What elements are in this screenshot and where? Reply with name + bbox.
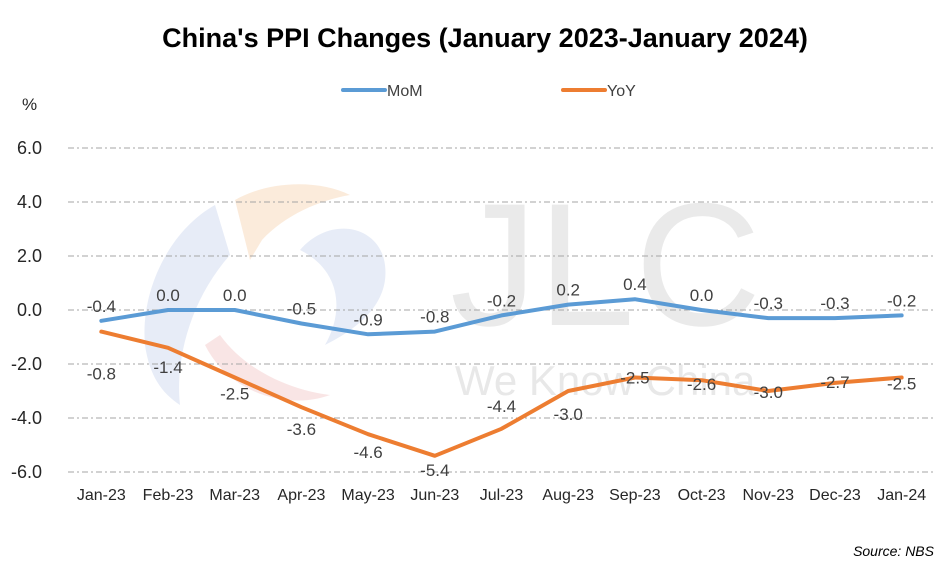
y-axis-unit: % [22, 95, 37, 114]
watermark-logo-blue2 [300, 228, 386, 345]
y-tick-label: 4.0 [17, 192, 42, 212]
watermark-logo-orange [235, 184, 350, 260]
source-note: Source: NBS [853, 543, 935, 559]
data-label-yoy: -2.5 [620, 369, 649, 388]
data-label-yoy: -2.5 [220, 385, 249, 404]
x-tick-label: Aug-23 [542, 487, 594, 504]
x-tick-label: Dec-23 [809, 487, 861, 504]
data-label-mom: -0.4 [87, 297, 116, 316]
legend-label-yoy: YoY [607, 83, 636, 100]
data-labels: -0.4 0.0 0.0 -0.5 -0.9 -0.8 -0.2 0.2 0.4 0.0 -0.3 -… [87, 275, 917, 480]
x-tick-label: Jan-23 [77, 487, 126, 504]
x-axis-ticks: Jan-23 Feb-23 Mar-23 Apr-23 May-23 Jun-23 Jul-… [77, 487, 926, 504]
data-label-yoy: -4.4 [487, 397, 516, 416]
x-tick-label: Oct-23 [678, 487, 726, 504]
data-label-mom: 0.4 [623, 275, 647, 294]
data-label-mom: -0.3 [754, 294, 783, 313]
data-label-mom: -0.2 [887, 291, 916, 310]
chart-title: China's PPI Changes (January 2023-Januar… [162, 23, 808, 53]
y-tick-label: 2.0 [17, 246, 42, 266]
data-label-mom: 0.0 [223, 286, 247, 305]
data-label-yoy: -3.0 [754, 383, 783, 402]
data-label-yoy: -2.6 [687, 375, 716, 394]
data-label-mom: -0.8 [420, 308, 449, 327]
data-label-mom: -0.9 [353, 310, 382, 329]
watermark-logo-red [205, 335, 330, 401]
x-tick-label: Jun-23 [410, 487, 459, 504]
data-label-mom: 0.0 [156, 286, 180, 305]
data-label-yoy: -0.8 [87, 365, 116, 384]
data-label-yoy: -5.4 [420, 461, 449, 480]
y-tick-label: 0.0 [17, 300, 42, 320]
y-tick-label: 6.0 [17, 138, 42, 158]
legend-label-mom: MoM [387, 83, 423, 100]
data-label-mom: 0.0 [690, 286, 714, 305]
series-lines [99, 297, 904, 458]
x-tick-label: Nov-23 [742, 487, 794, 504]
x-tick-label: Jan-24 [877, 487, 926, 504]
x-tick-label: May-23 [341, 487, 394, 504]
y-tick-label: -2.0 [11, 354, 42, 374]
watermark: JLC We Know China [144, 168, 761, 405]
data-label-yoy: -1.4 [153, 358, 182, 377]
data-label-yoy: -2.7 [820, 373, 849, 392]
watermark-logo-text: JLC [450, 168, 761, 363]
data-label-yoy: -3.6 [287, 420, 316, 439]
x-tick-label: Jul-23 [480, 487, 524, 504]
legend: MoM YoY [341, 83, 636, 100]
x-tick-label: Sep-23 [609, 487, 661, 504]
data-label-mom: -0.3 [820, 294, 849, 313]
y-tick-label: -4.0 [11, 408, 42, 428]
data-label-yoy: -4.6 [353, 443, 382, 462]
x-tick-label: Feb-23 [143, 487, 194, 504]
y-tick-label: -6.0 [11, 462, 42, 482]
data-label-yoy: -3.0 [554, 405, 583, 424]
watermark-logo-blue [144, 205, 230, 405]
data-label-mom: -0.5 [287, 300, 316, 319]
data-label-mom: 0.2 [556, 281, 580, 300]
x-tick-label: Apr-23 [277, 487, 325, 504]
data-label-mom: -0.2 [487, 291, 516, 310]
x-tick-label: Mar-23 [209, 487, 260, 504]
y-axis-ticks: 6.0 4.0 2.0 0.0 -2.0 -4.0 -6.0 [11, 138, 42, 482]
data-label-yoy: -2.5 [887, 375, 916, 394]
